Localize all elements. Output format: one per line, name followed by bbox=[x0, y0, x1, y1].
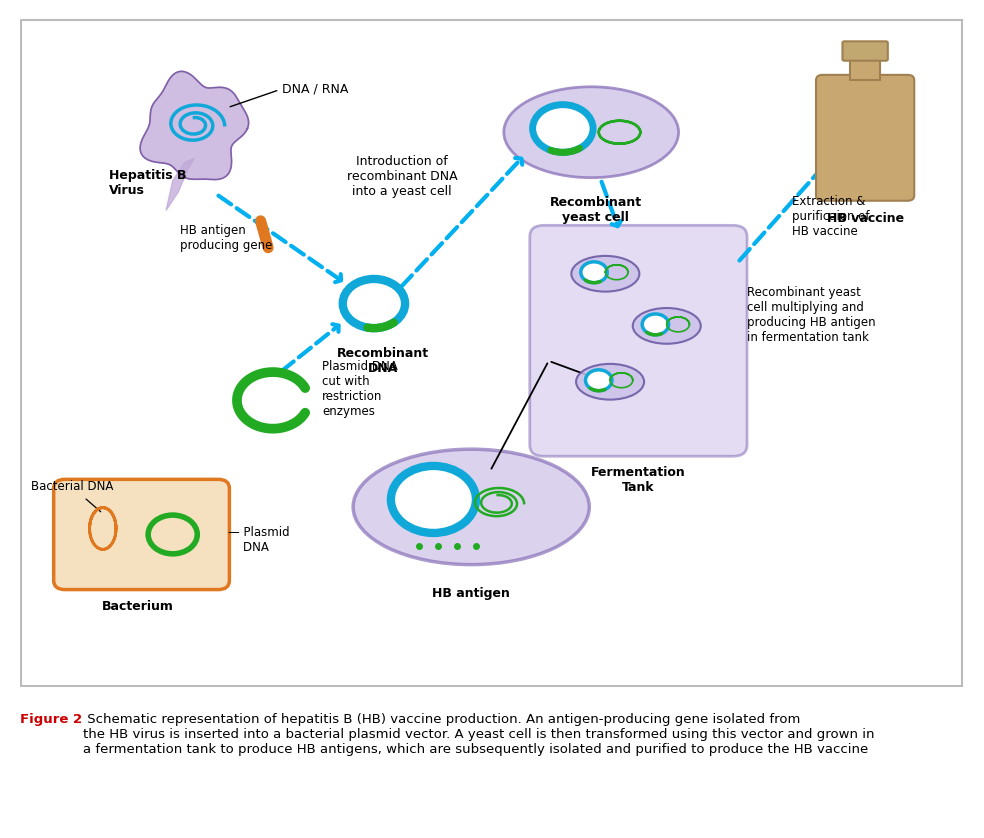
Bar bbox=[850, 59, 881, 80]
Ellipse shape bbox=[576, 364, 645, 400]
Circle shape bbox=[581, 261, 607, 282]
Text: HB vaccine: HB vaccine bbox=[827, 212, 903, 225]
FancyBboxPatch shape bbox=[529, 225, 747, 456]
FancyBboxPatch shape bbox=[816, 75, 914, 201]
Text: Fermentation
Tank: Fermentation Tank bbox=[591, 466, 686, 494]
Text: Hepatitis B
Virus: Hepatitis B Virus bbox=[109, 169, 187, 198]
Text: Extraction &
purificaion of
HB vaccine: Extraction & purificaion of HB vaccine bbox=[792, 195, 870, 238]
FancyBboxPatch shape bbox=[54, 479, 229, 590]
Circle shape bbox=[532, 105, 593, 153]
Ellipse shape bbox=[572, 256, 640, 292]
Text: — Plasmid
    DNA: — Plasmid DNA bbox=[227, 526, 289, 555]
Circle shape bbox=[585, 370, 612, 391]
Text: HB antigen: HB antigen bbox=[432, 587, 510, 600]
FancyBboxPatch shape bbox=[21, 20, 962, 686]
Text: DNA / RNA: DNA / RNA bbox=[282, 82, 348, 96]
Circle shape bbox=[342, 279, 405, 328]
Ellipse shape bbox=[633, 308, 701, 344]
Text: Bacterial DNA: Bacterial DNA bbox=[31, 480, 113, 494]
Ellipse shape bbox=[504, 87, 679, 178]
Ellipse shape bbox=[353, 449, 589, 565]
Text: Recombinant
yeast cell: Recombinant yeast cell bbox=[550, 195, 642, 224]
FancyBboxPatch shape bbox=[842, 41, 888, 60]
Text: Figure 2: Figure 2 bbox=[20, 712, 82, 726]
Text: Plasmid DNA
cut with
restriction
enzymes: Plasmid DNA cut with restriction enzymes bbox=[322, 360, 398, 418]
Text: Schematic representation of hepatitis B (HB) vaccine production. An antigen-prod: Schematic representation of hepatitis B … bbox=[83, 712, 875, 756]
Text: Recombinant yeast
cell multiplying and
producing HB antigen
in fermentation tank: Recombinant yeast cell multiplying and p… bbox=[747, 286, 876, 344]
Text: Recombinant
DNA: Recombinant DNA bbox=[338, 347, 429, 375]
Text: Introduction of
recombinant DNA
into a yeast cell: Introduction of recombinant DNA into a y… bbox=[347, 155, 458, 199]
Circle shape bbox=[391, 466, 476, 533]
Text: Bacterium: Bacterium bbox=[101, 600, 174, 613]
Polygon shape bbox=[140, 71, 249, 179]
Circle shape bbox=[643, 314, 669, 335]
Text: HB antigen
producing gene: HB antigen producing gene bbox=[180, 224, 273, 252]
Polygon shape bbox=[166, 158, 195, 210]
